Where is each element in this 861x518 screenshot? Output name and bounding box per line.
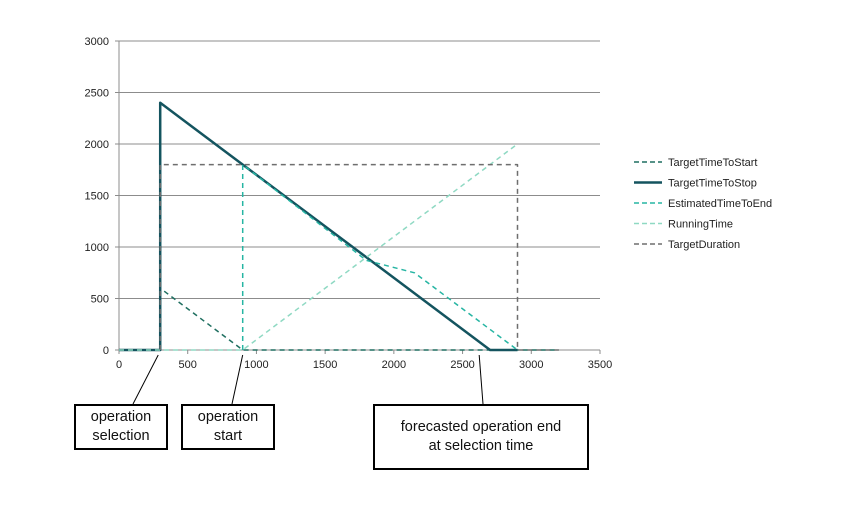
annotation-line: operation: [90, 409, 152, 425]
y-tick-label: 2000: [85, 139, 109, 151]
annotation-pointer: [132, 354, 159, 405]
annotation-line: start: [213, 428, 243, 444]
grid-lines: [119, 40, 600, 299]
annotation-line: forecasted operation end: [400, 419, 562, 435]
y-tick-label: 1000: [85, 242, 109, 254]
x-tick-label: 500: [179, 359, 197, 371]
annotation-forecasted-end: forecasted operation end at selection ti…: [373, 404, 589, 470]
x-tick-label: 2000: [382, 359, 406, 371]
series-line-EstimatedTimeToEnd: [241, 163, 518, 351]
x-tick-label: 3000: [519, 359, 543, 371]
y-tick-labels: 0 500 1000 1500 2000 2500 3000: [85, 36, 119, 357]
annotation-pointer: [478, 354, 484, 405]
x-tick-label: 1500: [313, 359, 337, 371]
legend: TargetTimeToStart TargetTimeToStop Estimat…: [634, 157, 772, 251]
legend-label: TargetDuration: [668, 239, 740, 251]
y-tick-label: 3000: [85, 36, 109, 48]
legend-label: EstimatedTimeToEnd: [668, 198, 772, 210]
annotation-line: operation: [197, 409, 259, 425]
y-tick-label: 1500: [85, 191, 109, 203]
annotation-line: at selection time: [428, 438, 534, 454]
series-line-TargetTimeToStart: [119, 287, 559, 351]
series-lines: [119, 101, 559, 352]
legend-label: TargetTimeToStop: [668, 178, 757, 190]
annotation-line: selection: [92, 428, 150, 444]
y-tick-label: 2500: [85, 88, 109, 100]
annotation-operation-selection: operation selection: [74, 404, 168, 450]
x-tick-label: 3500: [588, 359, 612, 371]
x-tick-label: 2500: [450, 359, 474, 371]
annotation-pointer: [231, 354, 244, 405]
annotation-pointers: [132, 354, 484, 405]
x-tick-labels: 0 500 1000 1500 2000 2500 3000 3500: [116, 350, 612, 371]
series-line-RunningTime: [119, 143, 518, 351]
x-tick-label: 1000: [244, 359, 268, 371]
y-tick-label: 500: [91, 294, 109, 306]
legend-label: RunningTime: [668, 219, 733, 231]
legend-label: TargetTimeToStart: [668, 157, 757, 169]
series-line-TargetDuration: [159, 163, 559, 351]
y-tick-label: 0: [103, 345, 109, 357]
x-tick-label: 0: [116, 359, 122, 371]
series-line-TargetTimeToStop: [119, 101, 518, 352]
annotation-operation-start: operation start: [181, 404, 275, 450]
